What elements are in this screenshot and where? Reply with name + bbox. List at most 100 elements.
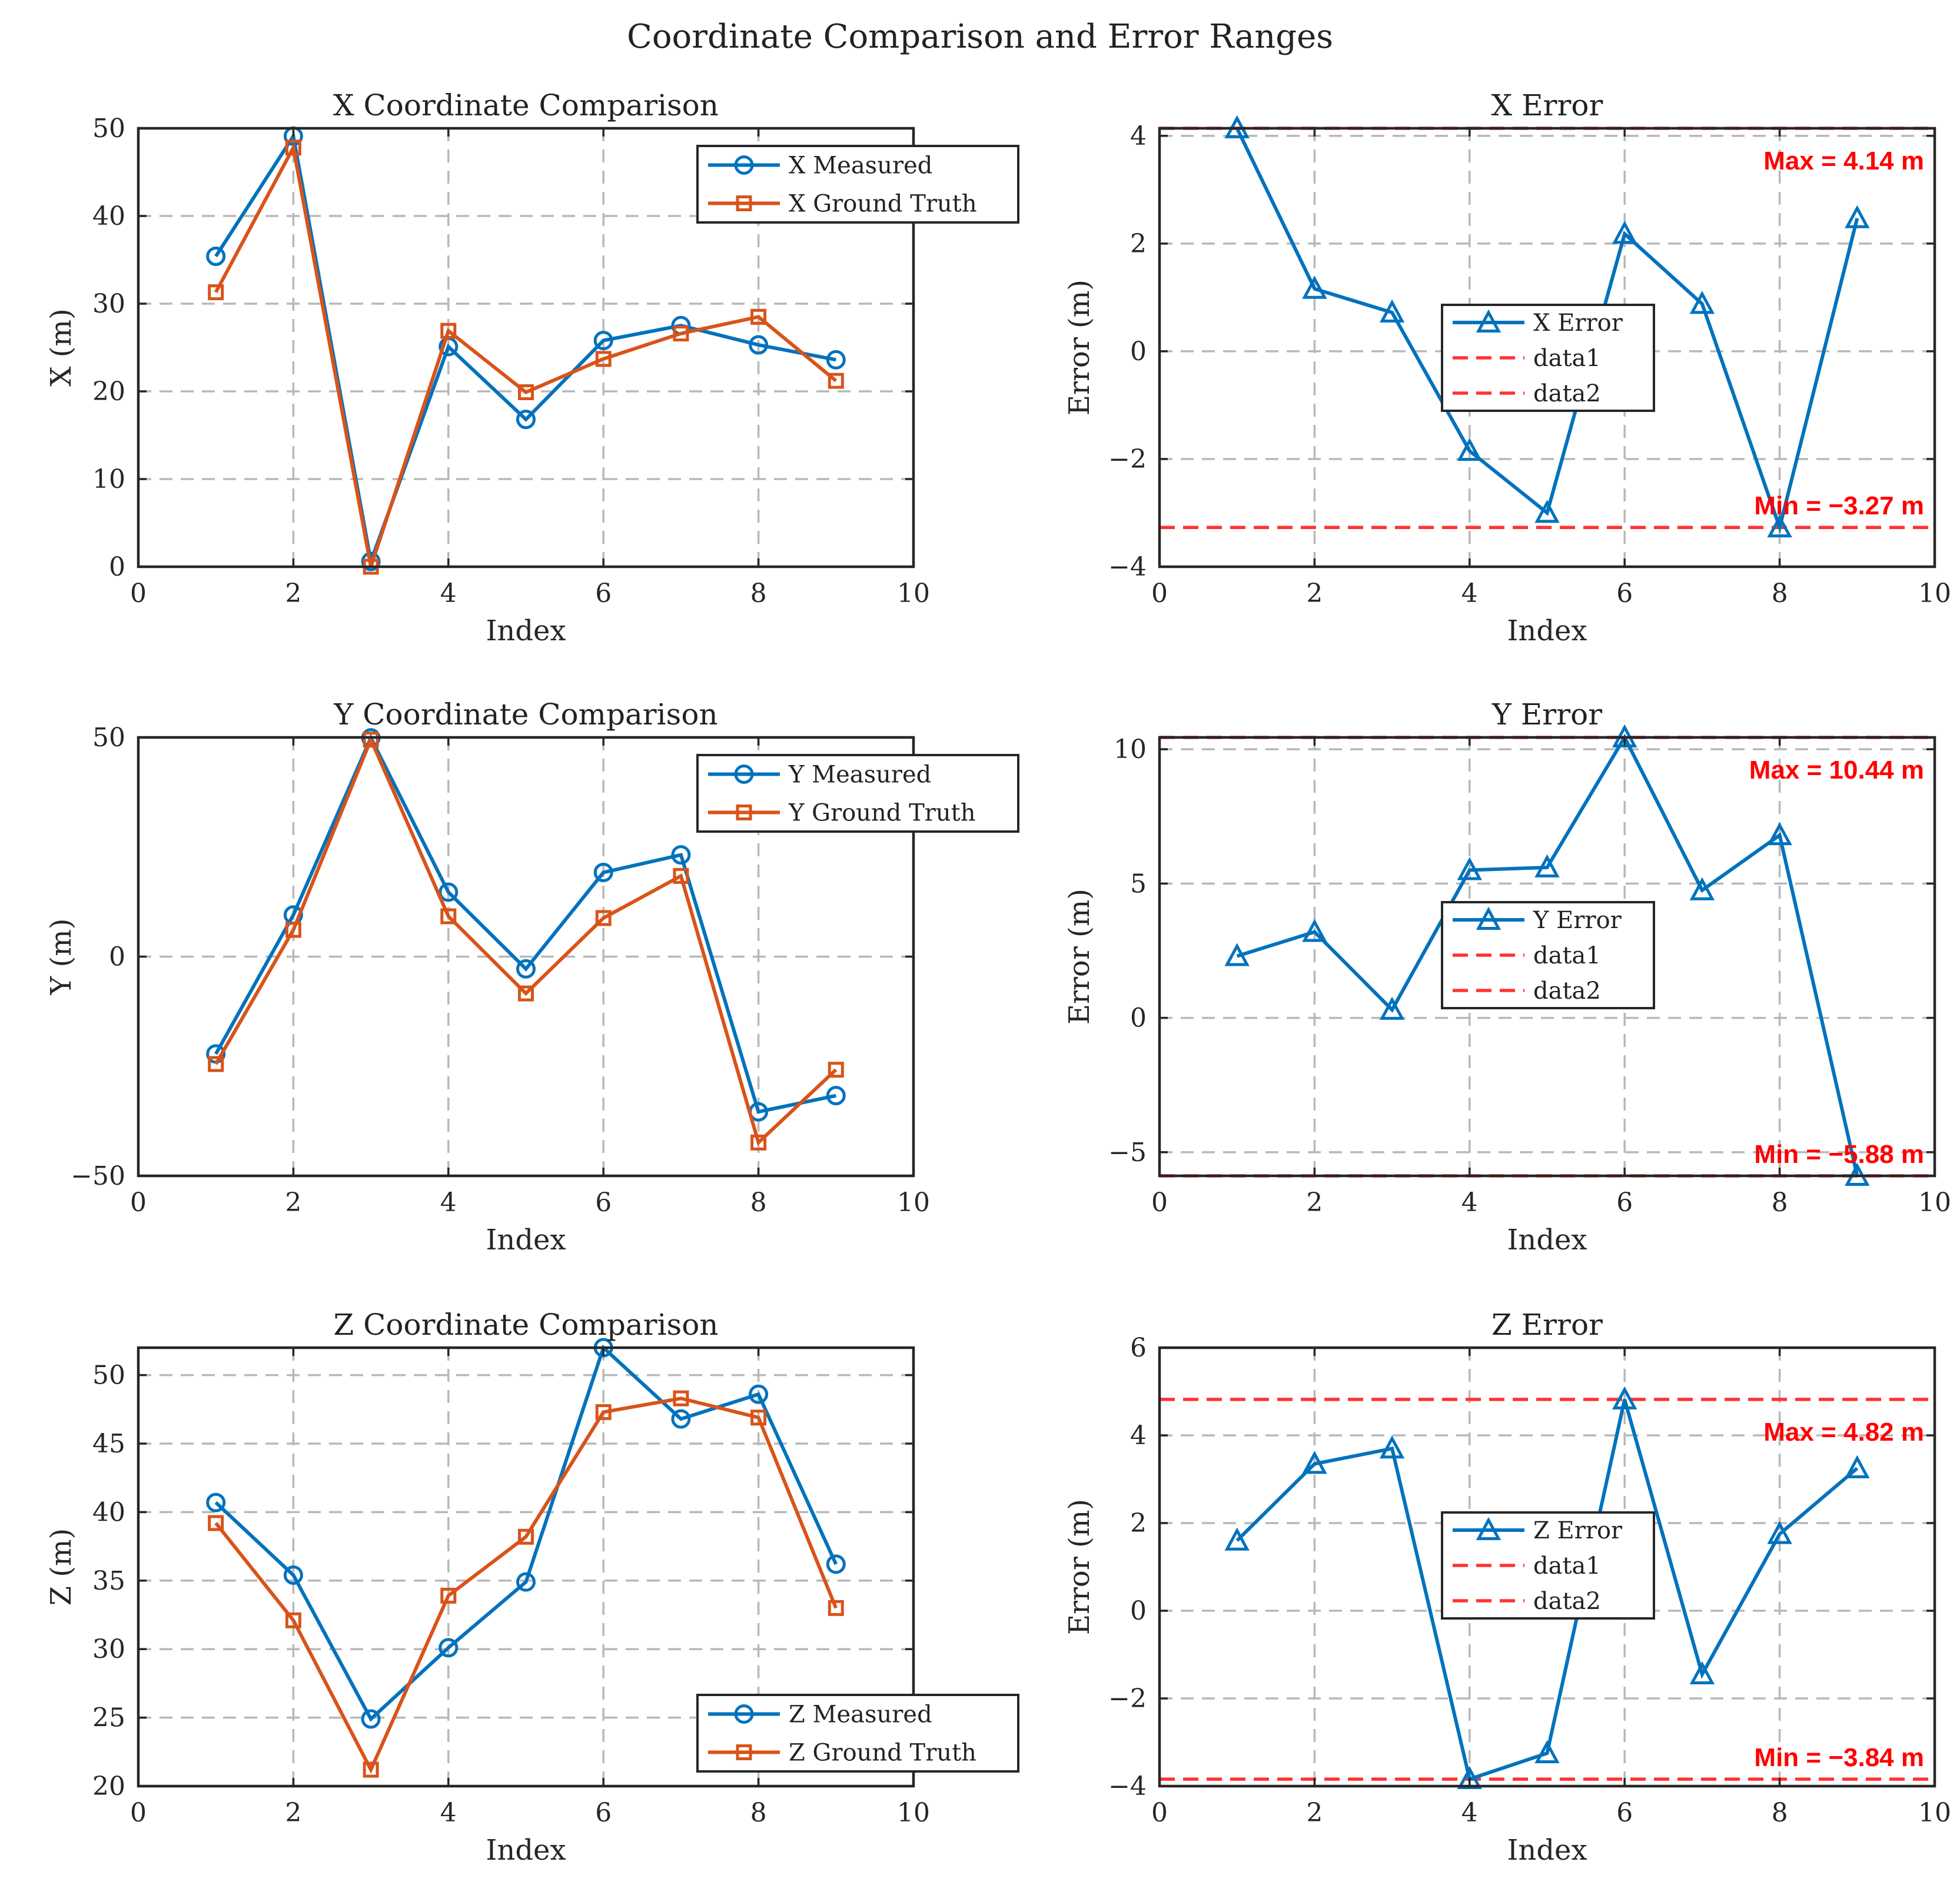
z-compare-point-1-5 [595,1404,612,1420]
z-error-legend-label-0: Z Error [1533,1517,1623,1544]
x-compare-legend: X Measured X Ground Truth [696,145,1019,224]
z-error-point-0-3 [1457,1766,1482,1790]
x-compare-ytick-label-5: 50 [92,114,125,144]
y-compare-xtick-label-2: 4 [440,1188,457,1218]
x-error-point-0-2 [1379,299,1405,323]
x-error-legend-label-2: data2 [1533,380,1601,407]
z-compare-point-1-0 [208,1515,224,1531]
z-error-axes-box [1158,1346,1936,1788]
x-compare-xtick-label-4: 8 [750,579,767,609]
z-compare-ytick-label-3: 35 [92,1566,125,1596]
z-compare-series-z-ground-truth [214,1397,838,1774]
x-compare-panel: 0 2 4 6 8 10 0 10 20 30 40 50 X Coordinate Compariso… [45,88,1019,647]
z-error-legend: Z Error data1 data2 [1441,1511,1655,1620]
x-compare-legend-marker-1 [736,195,752,211]
y-error-point-0-7 [1767,822,1792,846]
x-compare-point-1-5 [595,351,612,367]
z-compare-axes-box [137,1346,915,1788]
z-error-legend-label-2: data2 [1533,1588,1601,1615]
y-compare-ytick-label-2: 50 [92,723,125,753]
x-compare-point-1-0 [208,284,224,301]
y-error-legend-label-1: data1 [1533,942,1601,969]
x-compare-ytick-label-3: 30 [92,289,125,319]
x-error-ytick-label-1: −2 [1108,444,1147,474]
y-compare-xtick-label-4: 8 [750,1188,767,1218]
x-error-point-0-6 [1689,291,1715,314]
y-error-xtick-label-0: 0 [1151,1188,1168,1218]
y-compare-legend-marker-1 [736,804,752,820]
z-compare-panel: 0 2 4 6 8 10 20 25 30 35 40 45 50 Z Coordinate Compar… [45,1308,1019,1867]
z-compare-ytick-label-2: 30 [92,1634,125,1664]
y-error-series-y-error [1236,733,1859,1176]
x-error-axes-box [1158,127,1936,569]
y-error-legend: Y Error data1 data2 [1441,901,1655,1009]
x-compare-point-0-7 [749,335,769,355]
z-compare-xtick-label-0: 0 [130,1798,147,1828]
x-compare-legend-label-1: X Ground Truth [789,191,977,218]
x-compare-point-1-3 [440,323,457,339]
z-compare-point-0-2 [361,1709,381,1729]
y-error-xtick-label-2: 4 [1461,1188,1478,1218]
x-error-xtick-label-4: 8 [1772,579,1788,609]
y-compare-point-0-8 [826,1086,846,1106]
z-error-xtick-label-0: 0 [1151,1798,1168,1828]
z-error-point-0-8 [1845,1455,1870,1478]
z-compare-point-1-7 [750,1409,767,1426]
y-compare-point-0-3 [438,882,459,902]
x-compare-ytick-label-4: 40 [92,201,125,231]
y-compare-point-1-0 [208,1056,224,1072]
z-compare-xtick-label-4: 8 [750,1798,767,1828]
y-compare-point-1-1 [285,922,301,938]
z-error-xtick-label-2: 4 [1461,1798,1478,1828]
x-error-title: X Error [1491,88,1603,122]
x-error-xtick-label-1: 2 [1306,579,1323,609]
z-compare-ylabel: Z (m) [45,1528,78,1606]
z-error-point-0-5 [1612,1386,1637,1409]
y-compare-ytick-label-0: −50 [71,1161,125,1191]
z-compare-point-1-3 [440,1587,457,1604]
x-compare-legend-marker-0 [734,155,754,175]
x-error-point-0-8 [1845,205,1870,228]
x-compare-point-1-1 [285,139,301,156]
z-error-point-0-1 [1302,1451,1327,1474]
z-compare-legend: Z Measured Z Ground Truth [696,1694,1019,1773]
y-error-point-0-1 [1302,919,1327,942]
x-compare-point-0-4 [516,410,536,430]
z-compare-point-1-4 [518,1528,534,1545]
x-compare-axes-box [137,127,915,569]
z-compare-point-1-8 [828,1600,844,1616]
x-compare-legend-label-0: X Measured [789,152,932,179]
y-compare-point-1-6 [673,867,689,884]
y-error-point-0-3 [1457,857,1482,880]
z-error-xtick-label-5: 10 [1918,1798,1951,1828]
y-error-legend-label-2: data2 [1533,978,1601,1005]
y-compare-xtick-label-1: 2 [285,1188,301,1218]
x-error-ytick-label-4: 4 [1130,121,1147,151]
x-error-xtick-label-2: 4 [1461,579,1478,609]
z-error-point-0-4 [1534,1740,1560,1764]
x-compare-xlabel: Index [486,614,566,647]
x-compare-xtick-label-5: 10 [897,579,930,609]
z-compare-point-0-6 [671,1409,691,1429]
x-error-max-annotation: Max = 4.14 m [1763,147,1924,175]
y-error-max-annotation: Max = 10.44 m [1749,756,1924,784]
x-compare-xtick-label-3: 6 [595,579,612,609]
x-compare-ytick-label-1: 10 [92,464,125,494]
y-compare-xtick-label-3: 6 [595,1188,612,1218]
y-error-xtick-label-5: 10 [1918,1188,1951,1218]
z-compare-point-0-1 [283,1565,303,1585]
z-compare-ytick-label-5: 45 [92,1429,125,1459]
z-error-ylabel: Error (m) [1063,1499,1096,1635]
y-compare-xtick-label-0: 0 [130,1188,147,1218]
x-error-series-x-error [1235,127,1859,534]
x-error-ytick-label-3: 2 [1130,229,1147,259]
x-compare-ylabel: X (m) [45,308,78,386]
z-compare-xtick-label-3: 6 [595,1798,612,1828]
z-compare-ytick-label-4: 40 [92,1497,125,1527]
x-compare-point-0-8 [826,350,846,370]
y-error-ytick-label-0: −5 [1108,1138,1147,1168]
y-error-axes-box [1158,736,1936,1178]
z-error-legend-label-1: data1 [1533,1552,1601,1580]
x-error-xtick-label-3: 6 [1616,579,1633,609]
z-error-title: Z Error [1491,1308,1603,1342]
